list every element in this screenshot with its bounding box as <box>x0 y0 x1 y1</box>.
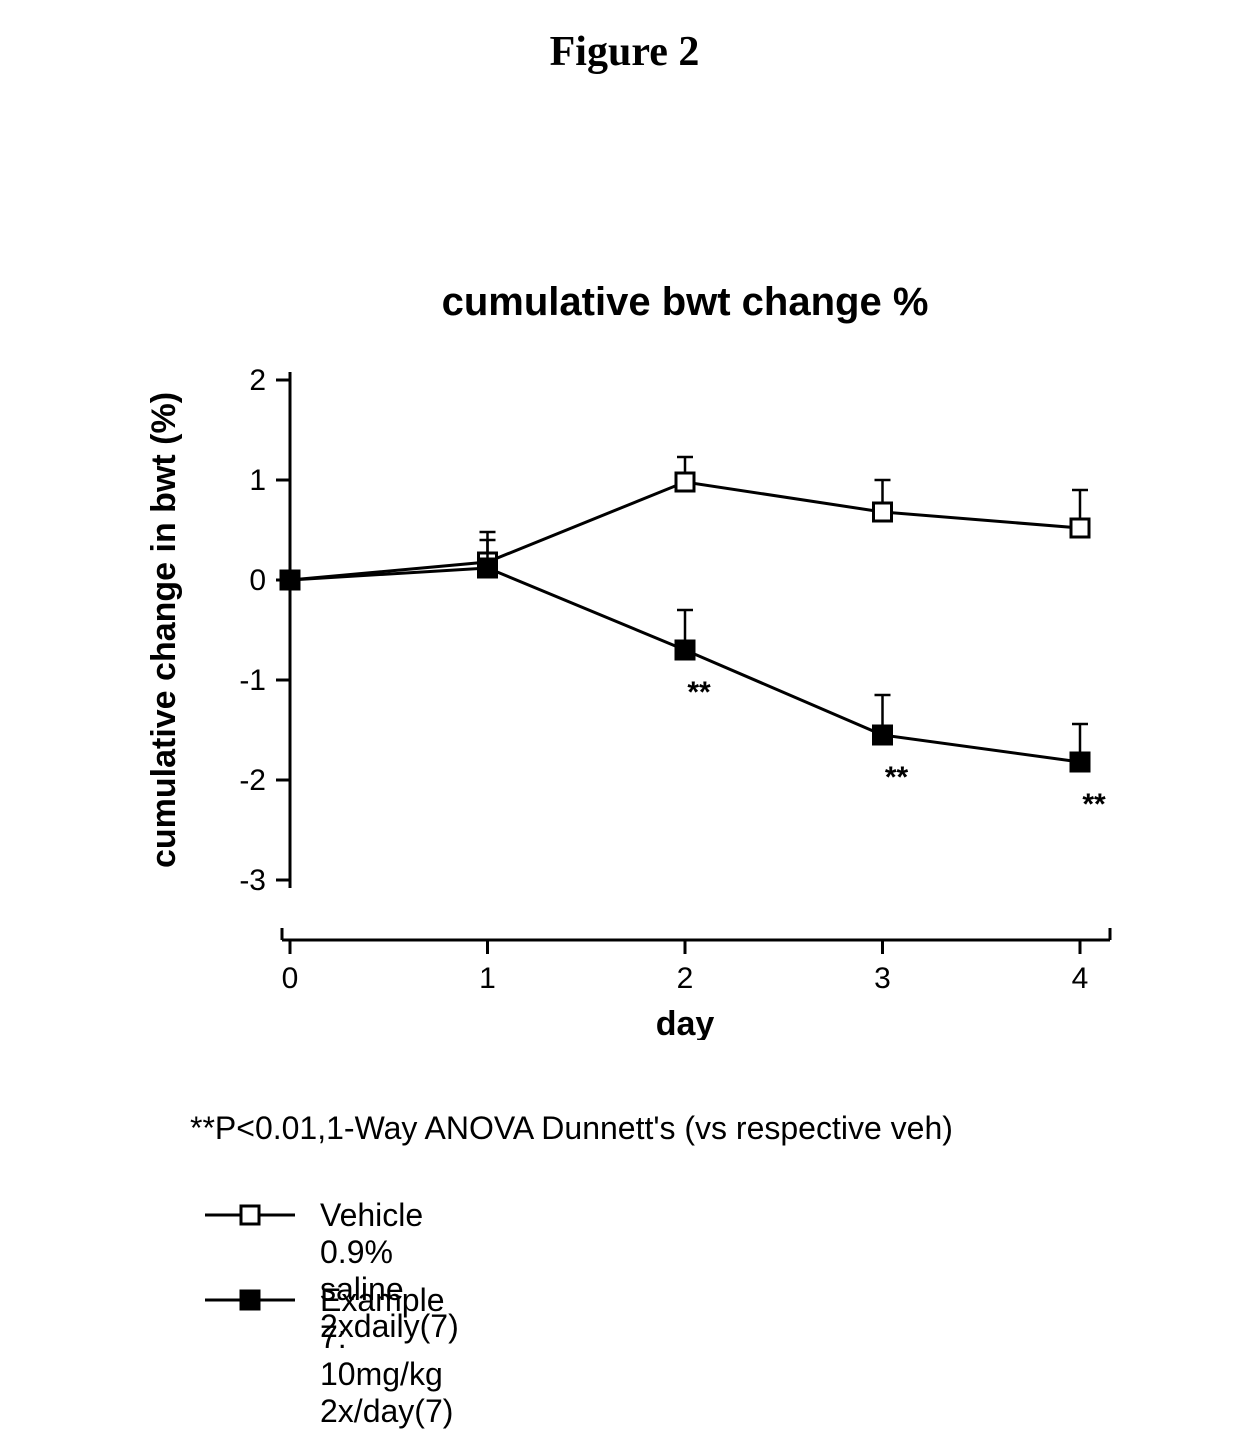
series-line-example7 <box>290 568 1080 762</box>
marker-example7 <box>281 571 299 589</box>
chart: cumulative bwt change % -3 -2 -1 0 1 2 0 1 2 3 4 day… <box>60 260 1160 1040</box>
y-tick-label: -1 <box>239 664 266 697</box>
marker-example7 <box>479 559 497 577</box>
significance-mark: ** <box>885 761 909 794</box>
x-tick-label: 3 <box>874 962 891 995</box>
marker-vehicle <box>676 473 694 491</box>
x-axis-label: day <box>656 1005 715 1040</box>
series-line-vehicle <box>290 482 1080 580</box>
marker-example7 <box>676 641 694 659</box>
significance-mark: ** <box>1082 788 1106 821</box>
y-tick-label: 0 <box>249 564 266 597</box>
marker-vehicle <box>874 503 892 521</box>
x-tick-label: 4 <box>1072 962 1089 995</box>
legend-swatch-example7 <box>200 1280 310 1320</box>
y-axis-label: cumulative change in bwt (%) <box>145 392 183 868</box>
marker-example7 <box>1071 753 1089 771</box>
y-tick-label: 1 <box>249 464 266 497</box>
figure-label: Figure 2 <box>0 28 1249 76</box>
page: { "figure_label": { "text": "Figure 2", … <box>0 0 1249 1379</box>
marker-vehicle <box>1071 519 1089 537</box>
significance-footnote: **P<0.01,1-Way ANOVA Dunnett's (vs respe… <box>190 1110 953 1147</box>
x-tick-label: 2 <box>677 962 694 995</box>
x-tick-label: 0 <box>282 962 299 995</box>
chart-title: cumulative bwt change % <box>442 280 929 324</box>
legend-label-example7: Example 7: 10mg/kg 2x/day(7) <box>320 1282 453 1430</box>
y-tick-label: -3 <box>239 864 266 897</box>
y-tick-label: 2 <box>249 364 266 397</box>
marker-example7 <box>874 726 892 744</box>
x-tick-label: 1 <box>479 962 496 995</box>
y-tick-label: -2 <box>239 764 266 797</box>
chart-svg: cumulative bwt change % -3 -2 -1 0 1 2 0 1 2 3 4 day… <box>60 260 1160 1040</box>
significance-mark: ** <box>687 676 711 709</box>
legend-swatch-vehicle <box>200 1195 310 1235</box>
